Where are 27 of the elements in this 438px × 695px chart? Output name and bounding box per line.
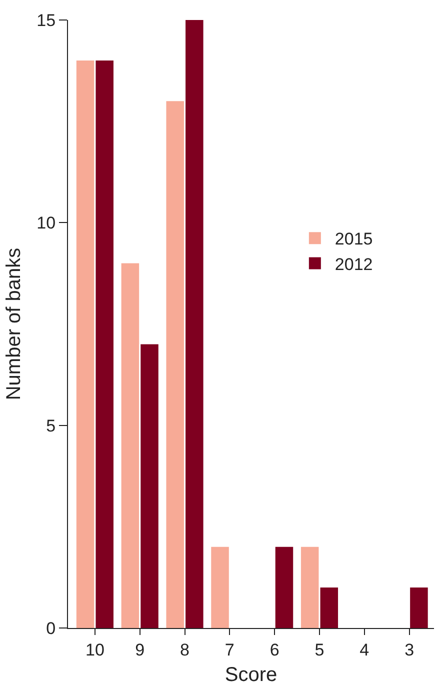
x-tick-label: 10 xyxy=(85,640,104,660)
bar xyxy=(275,546,294,628)
bar xyxy=(186,20,204,628)
y-tick-label: 0 xyxy=(46,618,56,638)
x-tick-label: 5 xyxy=(314,640,324,660)
bar xyxy=(320,587,338,628)
bar xyxy=(121,263,140,628)
y-tick-label: 15 xyxy=(36,10,56,30)
x-tick-label: 7 xyxy=(224,640,234,660)
bar xyxy=(96,60,114,628)
bar xyxy=(410,587,428,628)
bar xyxy=(166,101,184,628)
y-tick-label: 5 xyxy=(46,416,56,436)
y-tick-label: 10 xyxy=(36,214,56,233)
x-tick-label: 6 xyxy=(270,640,280,660)
x-tick-label: 4 xyxy=(360,640,370,660)
bar xyxy=(211,546,229,628)
x-axis-title: Score xyxy=(224,664,278,686)
bar xyxy=(76,60,94,628)
y-axis-title: Number of banks xyxy=(3,248,26,400)
x-tick-label: 8 xyxy=(180,640,190,660)
x-tick-label: 3 xyxy=(404,640,414,660)
legend-label: 2015 xyxy=(334,230,373,249)
x-tick-label: 9 xyxy=(135,640,145,660)
legend-label: 2012 xyxy=(334,254,373,274)
bar xyxy=(140,344,158,628)
bar xyxy=(300,546,319,628)
